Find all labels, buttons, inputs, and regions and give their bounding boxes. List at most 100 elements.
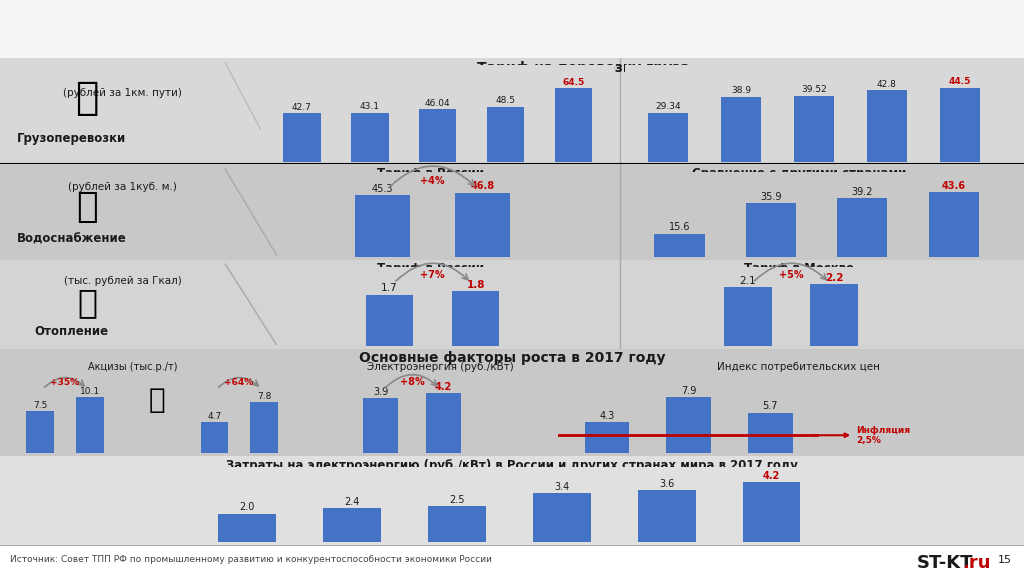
Bar [284,113,321,162]
Text: 4.2: 4.2 [763,471,780,481]
Bar [867,91,907,162]
Text: Бензин: Бензин [49,439,86,448]
Text: 45.3: 45.3 [372,183,393,193]
Bar [724,287,772,346]
Bar [201,422,228,453]
Text: 4.7: 4.7 [207,413,221,421]
Text: 42.8: 42.8 [877,80,897,89]
Text: .ru: .ru [963,554,991,572]
Text: 29.34: 29.34 [655,102,681,111]
Bar [810,284,858,346]
Bar [218,514,276,542]
Text: ST-KT: ST-KT [916,554,973,572]
Text: 7.9: 7.9 [681,386,696,396]
Bar [27,411,54,453]
Text: 64.5: 64.5 [562,78,585,87]
Text: 3.6: 3.6 [659,479,675,489]
Text: Акцизы (тыс.р./т): Акцизы (тыс.р./т) [88,362,178,372]
Text: Тариф в России: Тариф в России [377,167,483,180]
Bar [721,97,761,162]
Text: (тыс. рублей за Гкал): (тыс. рублей за Гкал) [65,276,181,286]
Text: 7.8: 7.8 [257,392,271,401]
Bar [929,192,979,257]
Text: Затраты на электроэнергию (руб./кВт) в России и других странах мира в 2017 году: Затраты на электроэнергию (руб./кВт) в Р… [226,459,798,471]
Text: 46.04: 46.04 [425,99,451,108]
Text: Инфляция
2,5%: Инфляция 2,5% [814,426,910,445]
Text: 42.7: 42.7 [292,103,312,112]
Text: 2.5: 2.5 [450,495,465,505]
Bar [419,110,457,162]
Text: 43.6: 43.6 [942,181,966,190]
Text: 35.9: 35.9 [760,192,781,202]
Bar [455,193,510,257]
Bar [940,88,980,162]
Text: Автомобильный: Автомобильный [752,70,846,81]
Bar [667,397,711,453]
Bar [745,203,796,257]
Text: Тариф в России: Тариф в России [377,263,483,275]
Text: 2.0: 2.0 [240,503,255,512]
Text: Источник: Совет ТПП РФ по промышленному развитию и конкурентоспособности экономи: Источник: Совет ТПП РФ по промышленному … [10,555,493,564]
Text: 10.1: 10.1 [80,387,100,396]
Text: +35%: +35% [50,377,80,387]
Text: 44.5: 44.5 [948,77,971,86]
Text: 46.8: 46.8 [471,182,495,192]
Bar [487,107,524,162]
Text: 39.2: 39.2 [852,187,873,197]
Text: Отопление: Отопление [35,325,109,338]
Bar [76,397,103,453]
Text: +7%: +7% [420,271,445,280]
Bar [648,113,688,162]
Text: +4%: +4% [420,176,445,186]
Text: Грузоперевозки: Грузоперевозки [17,132,126,145]
Text: +64%: +64% [224,377,254,387]
Text: 1.8: 1.8 [467,280,485,290]
Bar [748,413,793,453]
Text: 🚛: 🚛 [76,79,98,117]
Text: (рублей за 1км. пути): (рублей за 1км. пути) [63,88,182,98]
Text: +8%: +8% [399,377,425,387]
Text: 4.2: 4.2 [435,383,453,392]
Bar [428,507,485,542]
Text: 4.3: 4.3 [599,411,614,421]
Bar [555,88,592,162]
Text: 3.4: 3.4 [554,482,569,492]
Bar [452,291,500,346]
Bar [426,394,461,453]
Bar [534,493,591,542]
Bar [250,402,278,453]
Bar [794,96,835,162]
Text: Сравнение с другими странами: Сравнение с другими странами [691,167,906,180]
Text: 3.9: 3.9 [373,387,388,396]
Bar [654,234,705,257]
Text: 15.6: 15.6 [669,222,690,233]
Text: +5%: +5% [778,271,804,280]
Text: 2.4: 2.4 [344,497,359,507]
Bar [838,198,888,257]
Text: Основные факторы роста в 2017 году: Основные факторы роста в 2017 году [358,351,666,365]
Text: 43.1: 43.1 [359,102,380,111]
Bar [324,508,381,542]
Text: 38.9: 38.9 [731,87,752,95]
Text: 2.2: 2.2 [825,273,844,283]
Bar [351,113,388,162]
Text: 5.7: 5.7 [763,402,778,411]
Text: Индекс потребительских цен: Индекс потребительских цен [717,362,881,372]
Text: 1.7: 1.7 [381,283,398,293]
Text: Тариф в Москве: Тариф в Москве [743,263,854,275]
Bar [366,294,414,346]
Text: Водоснабжение: Водоснабжение [16,233,127,245]
Text: ⛽: ⛽ [148,387,165,414]
Text: Электроэнергия (руб./кВт): Электроэнергия (руб./кВт) [367,362,514,372]
Text: 7.5: 7.5 [33,401,47,410]
Text: 39.52: 39.52 [801,85,827,95]
Bar [364,398,398,453]
Text: Дизтопливо: Дизтопливо [211,439,272,448]
Text: 2.1: 2.1 [739,276,757,286]
Text: (рублей за 1куб. м.): (рублей за 1куб. м.) [69,182,177,192]
Bar [585,422,630,453]
Text: 🔆: 🔆 [77,286,97,319]
Text: 48.5: 48.5 [496,96,516,105]
Text: Тариф на перевозку груза: Тариф на перевозку груза [477,61,690,75]
Bar [638,490,695,542]
